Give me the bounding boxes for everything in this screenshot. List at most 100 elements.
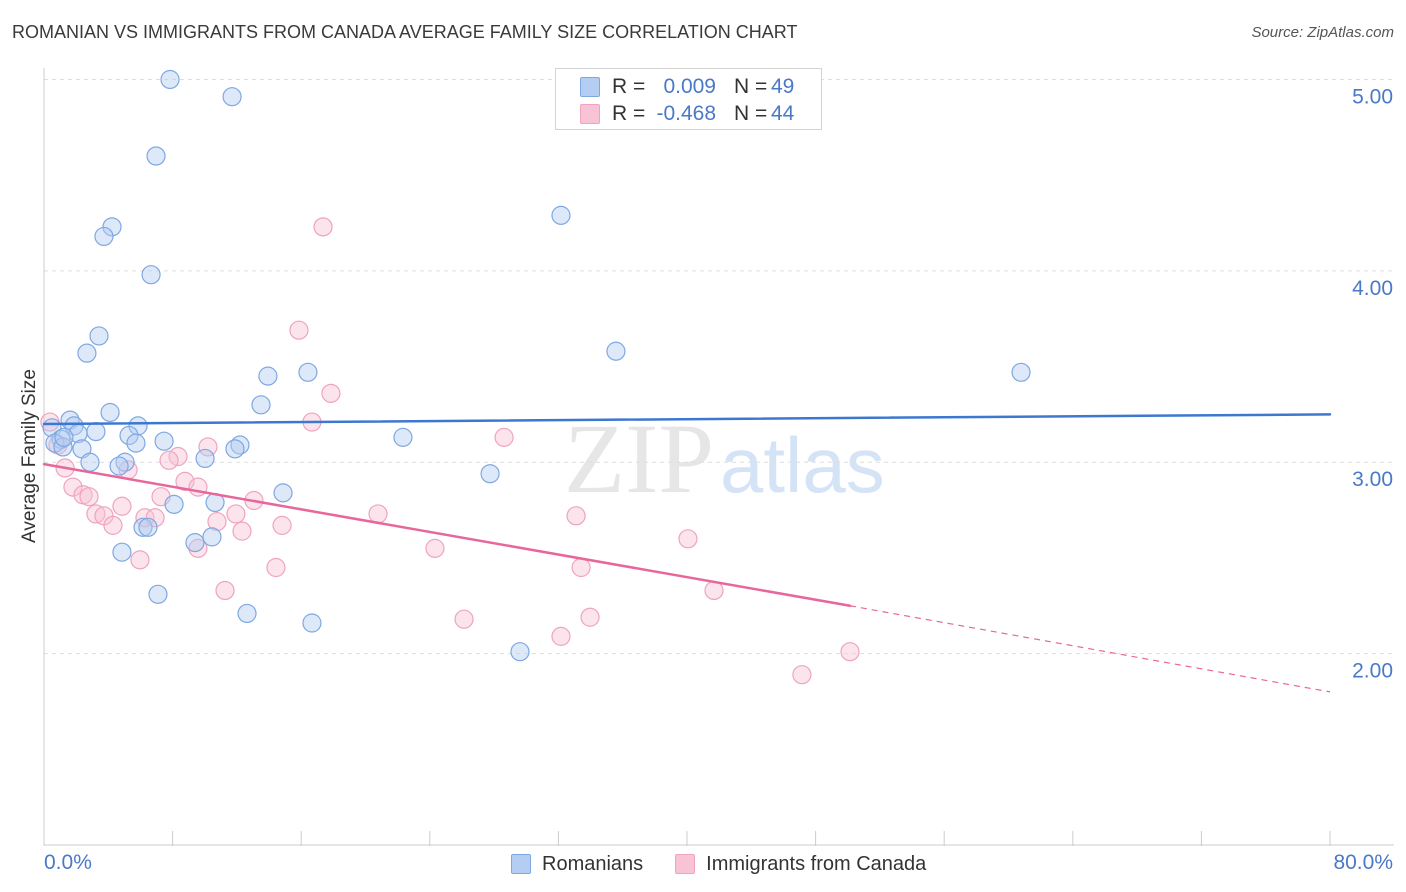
romanians-swatch — [580, 77, 600, 97]
immigrants-from-canada-point — [840, 642, 860, 662]
axes — [43, 68, 1394, 846]
romanians-point — [185, 533, 205, 553]
romanians-point — [89, 326, 109, 346]
immigrants-from-canada-point — [678, 529, 698, 549]
immigrants-from-canada-point — [454, 609, 474, 629]
immigrants-from-canada-points — [40, 217, 860, 685]
n-label: N = — [734, 75, 768, 98]
immigrants-from-canada-swatch — [580, 104, 600, 124]
watermark-zip: ZIP — [564, 403, 714, 514]
r-value: 0.009 — [663, 75, 716, 98]
immigrants-from-canada-point — [188, 538, 208, 558]
r-label: R = — [612, 75, 646, 98]
immigrants-from-canada-point — [215, 580, 235, 601]
x-tick-label-max: 80.0% — [1333, 851, 1393, 874]
romanians-point — [133, 517, 153, 537]
immigrants-from-canada-swatch — [675, 854, 696, 874]
romanians-point — [126, 433, 146, 453]
correlation-legend: R = 0.009 N = 49 R = -0.468 N = 44 — [555, 68, 822, 130]
y-tick-label: 5.00 — [1352, 85, 1393, 108]
chart-title: ROMANIAN VS IMMIGRANTS FROM CANADA AVERA… — [12, 22, 798, 42]
romanians-point — [54, 427, 74, 447]
romanians-point — [164, 494, 184, 514]
legend-label-immigrants-from-canada: Immigrants from Canada — [706, 852, 927, 875]
y-axis-label: Average Family Size — [19, 369, 40, 543]
x-tick-marks — [43, 831, 1331, 846]
romanians-point — [393, 427, 413, 447]
immigrants-from-canada-point — [207, 511, 227, 532]
romanians-point — [251, 395, 271, 415]
immigrants-from-canada-point — [103, 515, 123, 535]
legend-row-immigrants-from-canada: R = -0.468 N = 44 — [556, 100, 821, 128]
romanians-point — [480, 464, 500, 484]
romanians-points — [42, 69, 1031, 662]
legend-row-romanians: R = 0.009 N = 49 — [556, 73, 821, 101]
romanians-point — [237, 603, 257, 624]
romanians-point — [298, 362, 318, 382]
legend-item-romanians: Romanians — [511, 853, 643, 876]
romanians-point — [302, 613, 322, 633]
n-value: 44 — [771, 102, 795, 125]
romanians-point — [141, 265, 161, 285]
immigrants-from-canada-point — [130, 550, 150, 570]
immigrants-from-canada-point — [289, 320, 309, 340]
romanians-point — [80, 452, 100, 472]
y-tick-label: 2.00 — [1352, 660, 1393, 683]
immigrants-from-canada-point — [198, 437, 218, 457]
legend-item-immigrants-from-canada: Immigrants from Canada — [675, 853, 926, 876]
trend-lines — [42, 413, 1332, 693]
immigrants-from-canada-point — [63, 477, 83, 497]
immigrants-from-canada-point — [79, 487, 99, 507]
immigrants-from-canada-point — [86, 504, 106, 524]
r-label: R = — [612, 102, 646, 125]
immigrants-from-canada-point — [226, 504, 246, 524]
immigrants-from-canada-point — [551, 626, 571, 646]
romanians-trend-line — [42, 413, 1332, 426]
y-tick-label: 3.00 — [1352, 468, 1393, 491]
y-tick-labels: 2.00 3.00 4.00 5.00 — [1352, 85, 1393, 682]
immigrants-from-canada-trend-line — [42, 462, 852, 608]
romanians-point — [86, 422, 106, 442]
immigrants-from-canada-point — [792, 665, 812, 685]
romanians-point — [222, 87, 242, 107]
immigrants-from-canada-point — [232, 521, 252, 541]
romanians-point — [119, 425, 139, 446]
romanians-point — [225, 439, 245, 459]
romanians-point — [273, 483, 293, 503]
romanians-point — [146, 146, 166, 166]
y-tick-label: 4.00 — [1352, 277, 1393, 300]
immigrants-from-canada-point — [272, 515, 292, 535]
romanians-point — [1011, 362, 1031, 382]
immigrants-from-canada-point — [425, 538, 445, 558]
immigrants-from-canada-point — [566, 506, 586, 526]
legend-label-romanians: Romanians — [542, 852, 644, 875]
immigrants-from-canada-point — [313, 217, 333, 237]
immigrants-from-canada-point — [159, 450, 179, 470]
watermark-atlas: atlas — [720, 421, 885, 509]
immigrants-from-canada-point — [494, 427, 514, 447]
gridlines — [44, 78, 1394, 655]
n-value: 49 — [771, 75, 795, 98]
romanians-point — [202, 527, 222, 547]
series-legend: Romanians Immigrants from Canada — [511, 852, 926, 876]
romanians-point — [94, 226, 114, 247]
romanians-point — [551, 205, 571, 225]
immigrants-from-canada-point — [580, 607, 600, 627]
n-label: N = — [734, 102, 768, 125]
watermark: ZIP atlas — [564, 403, 885, 514]
romanians-point — [109, 456, 129, 476]
romanians-point — [195, 448, 215, 469]
romanians-point — [258, 366, 278, 386]
romanians-point — [160, 69, 180, 90]
romanians-point — [154, 431, 174, 451]
chart-source: Source: ZipAtlas.com — [1251, 24, 1394, 41]
romanians-point — [138, 517, 158, 537]
romanians-point — [53, 437, 73, 457]
immigrants-from-canada-point — [571, 557, 591, 578]
immigrants-from-canada-point — [321, 383, 341, 403]
romanians-swatch — [511, 854, 531, 874]
romanians-point — [148, 584, 168, 604]
romanians-point — [102, 217, 122, 237]
romanians-point — [606, 341, 626, 361]
